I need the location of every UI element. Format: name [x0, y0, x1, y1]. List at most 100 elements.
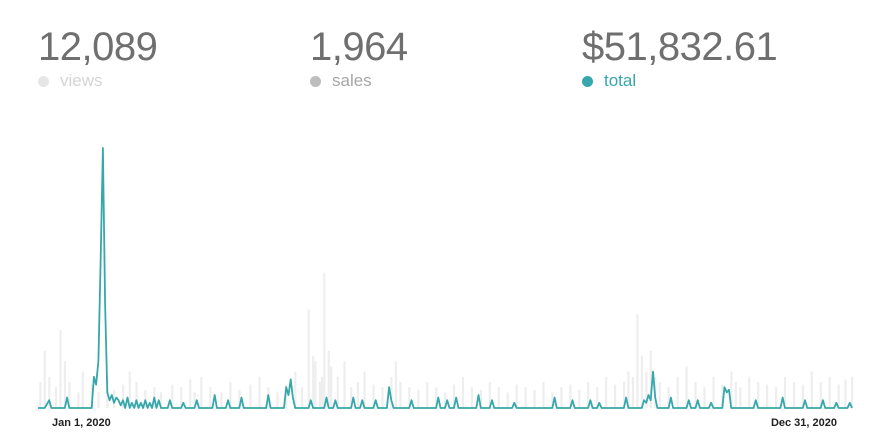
views-bar: [314, 361, 317, 408]
views-bar: [636, 314, 639, 408]
views-legend[interactable]: views: [38, 70, 157, 92]
views-bar: [321, 376, 324, 408]
views-label: views: [60, 71, 103, 90]
views-bar: [470, 387, 473, 408]
views-bar: [238, 389, 241, 408]
total-series-line: [38, 147, 853, 409]
views-bar: [350, 387, 353, 408]
views-bar: [730, 371, 733, 408]
views-bar: [39, 382, 42, 408]
views-bar: [81, 371, 84, 408]
views-bar: [524, 387, 527, 408]
views-bar: [851, 376, 854, 408]
views-bar: [837, 384, 840, 408]
views-bar: [685, 366, 688, 408]
views-bar: [97, 392, 100, 408]
views-bar: [452, 384, 456, 408]
views-bar: [631, 376, 634, 408]
views-bar: [542, 382, 545, 408]
views-bar: [312, 356, 315, 408]
sales-value: 1,964: [310, 25, 408, 69]
views-bar: [627, 371, 630, 408]
views-bar: [330, 366, 333, 408]
total-value: $51,832.61: [582, 25, 778, 69]
views-bar: [128, 371, 131, 408]
views-bar: [488, 382, 491, 408]
views-dot-icon: [38, 75, 49, 87]
views-bar: [721, 384, 724, 408]
views-bar: [122, 384, 125, 408]
views-bar: [578, 389, 581, 408]
views-bar: [43, 350, 46, 408]
views-bar: [356, 382, 359, 408]
views-bar: [640, 356, 643, 408]
total-legend[interactable]: total: [582, 70, 777, 92]
views-bar: [426, 382, 429, 408]
views-bar: [249, 384, 252, 408]
views-bar: [819, 382, 822, 408]
views-bar: [479, 389, 482, 408]
stats-summary: 12,089 views 1,964 sales $51,832.61 tota…: [38, 24, 878, 94]
views-bar: [336, 376, 339, 408]
views-bar: [435, 387, 438, 408]
views-bar: [676, 376, 679, 408]
sales-dot-icon: [310, 75, 321, 87]
views-bar: [171, 384, 174, 408]
views-bar: [200, 376, 203, 408]
views-bar: [48, 376, 51, 408]
stat-sales: 1,964 sales: [310, 24, 408, 92]
views-bar: [614, 384, 617, 408]
views-bar: [694, 382, 697, 408]
sales-chart[interactable]: Jan 1, 2020 Dec 31, 2020: [0, 140, 890, 440]
views-bar: [739, 387, 742, 408]
views-bar: [381, 387, 384, 408]
views-bar: [506, 392, 509, 408]
views-bar: [734, 382, 737, 408]
views-bar: [318, 382, 321, 408]
views-bar: [135, 382, 138, 408]
views-bar: [307, 309, 310, 408]
views-value: 12,089: [38, 25, 158, 69]
views-bar: [417, 389, 420, 408]
views-bar: [703, 387, 706, 408]
views-bar: [569, 384, 572, 408]
views-bar: [596, 387, 599, 408]
views-bar: [77, 392, 80, 408]
views-bar: [587, 382, 590, 408]
x-tick-label-end: Dec 31, 2020: [771, 417, 837, 429]
views-bar: [323, 272, 326, 408]
views-bar: [810, 371, 813, 408]
views-bar: [113, 389, 116, 408]
views-bar: [394, 361, 397, 408]
views-bar: [533, 389, 536, 408]
views-bar: [783, 376, 787, 408]
views-bar: [712, 376, 715, 408]
views-bar: [667, 387, 670, 408]
views-bar: [220, 392, 223, 408]
views-bar: [844, 379, 847, 408]
views-bar: [285, 384, 288, 408]
views-bar: [775, 387, 778, 408]
views-bar: [160, 392, 163, 408]
views-bar: [189, 379, 192, 408]
total-label: total: [604, 71, 637, 90]
views-bar: [461, 376, 465, 408]
views-bar: [180, 387, 183, 408]
views-bar: [792, 382, 796, 408]
views-bar: [63, 361, 66, 408]
views-series: [39, 272, 854, 408]
views-bar: [444, 392, 447, 408]
total-dot-icon: [582, 75, 593, 87]
views-bar: [390, 376, 393, 408]
views-bar: [300, 387, 304, 408]
views-bar: [551, 392, 554, 408]
views-bar: [605, 376, 608, 408]
views-bar: [276, 392, 279, 408]
views-bar: [757, 382, 760, 408]
views-bar: [144, 389, 147, 408]
views-bar: [560, 387, 563, 408]
sales-legend[interactable]: sales: [310, 70, 408, 92]
views-bar: [229, 382, 232, 408]
views-bar: [343, 361, 346, 408]
views-bar: [497, 387, 500, 408]
